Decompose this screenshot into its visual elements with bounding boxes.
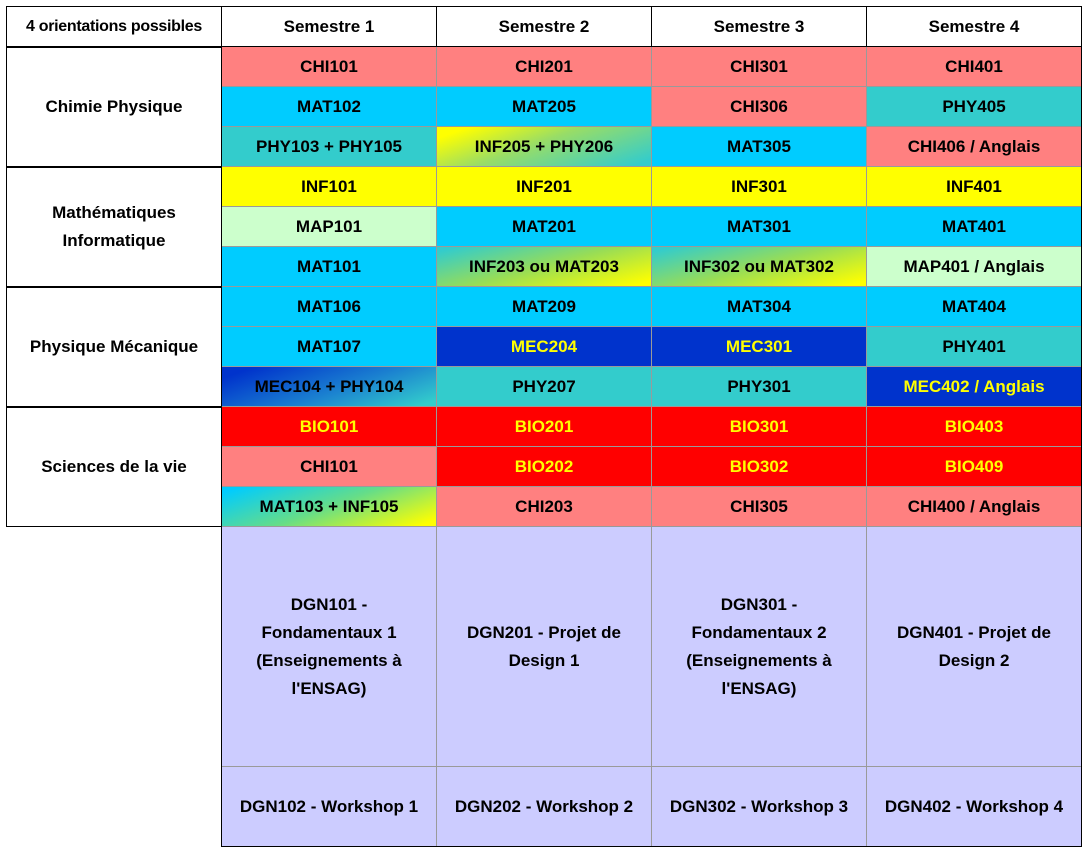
- course-cell: CHI406 / Anglais: [867, 127, 1082, 167]
- course-cell: CHI306: [652, 87, 867, 127]
- course-cell: BIO201: [437, 407, 652, 447]
- course-cell: MAT301: [652, 207, 867, 247]
- course-cell: PHY405: [867, 87, 1082, 127]
- frame-line-bottom: [221, 846, 1082, 847]
- course-cell: CHI401: [867, 47, 1082, 87]
- group-label-physique-mecanique: Physique Mécanique: [6, 287, 222, 407]
- course-cell: PHY207: [437, 367, 652, 407]
- course-cell: CHI203: [437, 487, 652, 527]
- course-cell: MAT103 + INF105: [222, 487, 437, 527]
- course-cell: INF401: [867, 167, 1082, 207]
- course-cell: PHY401: [867, 327, 1082, 367]
- course-cell: MAT401: [867, 207, 1082, 247]
- design-course-s3: DGN301 - Fondamentaux 2 (Enseignements à…: [652, 527, 867, 767]
- design-course-s4: DGN401 - Projet de Design 2: [867, 527, 1082, 767]
- course-cell: CHI305: [652, 487, 867, 527]
- group-label-chimie-physique: Chimie Physique: [6, 47, 222, 167]
- course-cell: MAP401 / Anglais: [867, 247, 1082, 287]
- course-cell: INF201: [437, 167, 652, 207]
- course-cell: BIO409: [867, 447, 1082, 487]
- course-cell: CHI101: [222, 47, 437, 87]
- header-semestre-1: Semestre 1: [222, 6, 437, 47]
- course-cell: MAT106: [222, 287, 437, 327]
- course-cell: MAT305: [652, 127, 867, 167]
- course-cell: BIO301: [652, 407, 867, 447]
- course-cell: CHI301: [652, 47, 867, 87]
- workshop-s4: DGN402 - Workshop 4: [867, 767, 1082, 847]
- course-cell: MAT201: [437, 207, 652, 247]
- course-cell: INF205 + PHY206: [437, 127, 652, 167]
- course-cell: BIO403: [867, 407, 1082, 447]
- workshop-s3: DGN302 - Workshop 3: [652, 767, 867, 847]
- frame-line-left: [221, 527, 222, 847]
- course-cell: CHI101: [222, 447, 437, 487]
- workshop-s2: DGN202 - Workshop 2: [437, 767, 652, 847]
- course-cell: INF203 ou MAT203: [437, 247, 652, 287]
- group-label-mathematiques-informatique: Mathématiques Informatique: [6, 167, 222, 287]
- workshop-s1: DGN102 - Workshop 1: [222, 767, 437, 847]
- header-semestre-2: Semestre 2: [437, 6, 652, 47]
- course-cell: INF301: [652, 167, 867, 207]
- design-course-s2: DGN201 - Projet de Design 1: [437, 527, 652, 767]
- course-cell: BIO101: [222, 407, 437, 447]
- course-cell: MAT404: [867, 287, 1082, 327]
- header-semestre-4: Semestre 4: [867, 6, 1082, 47]
- course-cell: PHY301: [652, 367, 867, 407]
- course-cell: CHI400 / Anglais: [867, 487, 1082, 527]
- course-cell: PHY103 + PHY105: [222, 127, 437, 167]
- course-cell: INF101: [222, 167, 437, 207]
- course-cell: MEC301: [652, 327, 867, 367]
- group-label-sciences-de-la-vie: Sciences de la vie: [6, 407, 222, 527]
- header-semestre-3: Semestre 3: [652, 6, 867, 47]
- course-cell: BIO202: [437, 447, 652, 487]
- frame-line-right: [1081, 6, 1082, 847]
- course-cell: MAT107: [222, 327, 437, 367]
- course-cell: BIO302: [652, 447, 867, 487]
- course-cell: MAT102: [222, 87, 437, 127]
- course-cell: CHI201: [437, 47, 652, 87]
- course-cell: MAT304: [652, 287, 867, 327]
- course-cell: MEC204: [437, 327, 652, 367]
- course-cell: MAP101: [222, 207, 437, 247]
- header-corner: 4 orientations possibles: [6, 6, 222, 47]
- course-cell: MAT209: [437, 287, 652, 327]
- course-cell: MEC104 + PHY104: [222, 367, 437, 407]
- course-cell: MAT101: [222, 247, 437, 287]
- course-cell: MAT205: [437, 87, 652, 127]
- design-course-s1: DGN101 - Fondamentaux 1 (Enseignements à…: [222, 527, 437, 767]
- course-cell: INF302 ou MAT302: [652, 247, 867, 287]
- course-cell: MEC402 / Anglais: [867, 367, 1082, 407]
